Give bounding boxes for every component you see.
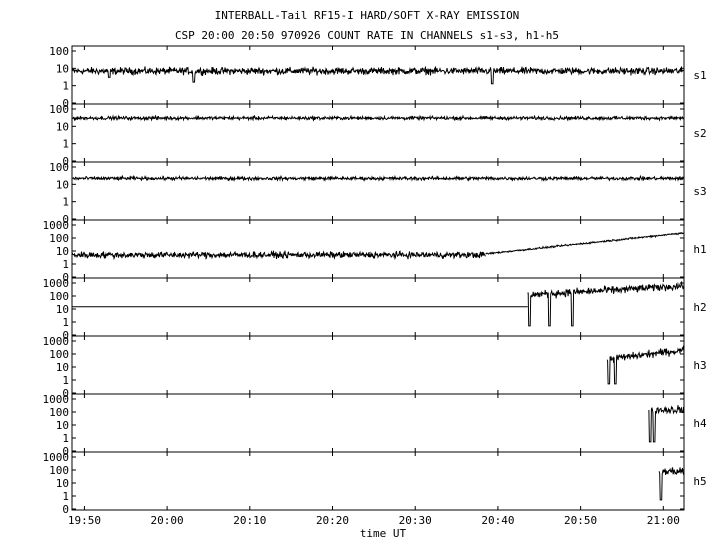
series-line-h4 [648, 405, 685, 443]
y-tick-label-h5: 1000 [43, 451, 70, 464]
channel-label-h3: h3 [693, 359, 706, 372]
y-tick-label-s2: 10 [56, 120, 69, 133]
x-tick-label: 21:00 [647, 514, 680, 527]
y-tick-label-s3: 100 [49, 161, 69, 174]
y-tick-label-h5: 10 [56, 477, 69, 490]
y-tick-label-h2: 1000 [43, 277, 70, 290]
series-line-s3 [71, 174, 685, 183]
y-tick-label-h3: 1000 [43, 335, 70, 348]
x-axis: 19:50 20:00 20:10 20:20 20:30 20:40 20:50 21:00 [68, 514, 680, 527]
y-tick-label-h3: 100 [49, 348, 69, 361]
chart-title-line-2: CSP 20:00 20:50 970926 COUNT RATE IN CHA… [175, 29, 559, 42]
y-tick-label-h4: 0 [62, 445, 69, 458]
panel-frame-s2 [71, 103, 685, 163]
x-tick-label: 20:00 [151, 514, 184, 527]
series-line-s2 [71, 114, 685, 122]
x-tick-label: 20:30 [399, 514, 432, 527]
channel-label-h4: h4 [693, 417, 707, 430]
y-tick-label-h5: 0 [62, 503, 69, 516]
y-tick-label-h1: 1000 [43, 219, 70, 232]
y-tick-label-h1: 10 [56, 245, 69, 258]
series-line-h3 [606, 345, 685, 385]
y-tick-label-h4: 1 [62, 432, 69, 445]
y-tick-label-h1: 100 [49, 232, 69, 245]
y-tick-label-h1: 1 [62, 258, 69, 271]
y-tick-label-h2: 1 [62, 316, 69, 329]
y-tick-label-h5: 100 [49, 464, 69, 477]
y-tick-label-h2: 10 [56, 303, 69, 316]
panel-frame-h1 [71, 219, 685, 279]
channel-label-h1: h1 [693, 243, 706, 256]
y-tick-label-h3: 0 [62, 387, 69, 400]
panel-frame-s3 [71, 161, 685, 221]
y-tick-label-s2: 0 [62, 155, 69, 168]
y-tick-label-h3: 10 [56, 361, 69, 374]
series-line-h2 [72, 281, 685, 327]
panels-group: 1001010s11001010s21001010s310001001010h1… [43, 45, 707, 516]
y-tick-label-s1: 0 [62, 97, 69, 110]
series-line-h1 [71, 231, 685, 261]
y-tick-label-s2: 100 [49, 103, 69, 116]
panel-frame-h3 [71, 335, 685, 395]
y-tick-label-s2: 1 [62, 138, 69, 151]
y-tick-label-h3: 1 [62, 374, 69, 387]
channel-label-s2: s2 [693, 127, 706, 140]
y-tick-label-s1: 1 [62, 80, 69, 93]
x-tick-label: 20:10 [233, 514, 266, 527]
chart-title-line-1: INTERBALL-Tail RF15-I HARD/SOFT X-RAY EM… [215, 9, 520, 22]
y-tick-label-h2: 100 [49, 290, 69, 303]
y-tick-label-h2: 0 [62, 329, 69, 342]
channel-label-s3: s3 [693, 185, 706, 198]
channel-label-h2: h2 [693, 301, 706, 314]
x-axis-label: time UT [360, 527, 407, 540]
y-tick-label-h4: 100 [49, 406, 69, 419]
series-line-h5 [658, 467, 685, 501]
y-tick-label-s3: 10 [56, 178, 69, 191]
x-tick-label: 20:50 [564, 514, 597, 527]
x-tick-label: 20:20 [316, 514, 349, 527]
series-line-s1 [71, 65, 685, 85]
x-tick-label: 20:40 [481, 514, 514, 527]
channel-label-s1: s1 [693, 69, 706, 82]
y-tick-label-s1: 100 [49, 45, 69, 58]
panel-frame-s1 [71, 45, 685, 105]
y-tick-label-s3: 1 [62, 196, 69, 209]
panel-frame-h5 [71, 451, 685, 511]
channel-label-h5: h5 [693, 475, 706, 488]
y-tick-label-s3: 0 [62, 213, 69, 226]
x-tick-label: 19:50 [68, 514, 101, 527]
y-tick-label-s1: 10 [56, 62, 69, 75]
panel-frame-h4 [71, 393, 685, 453]
y-tick-label-h4: 1000 [43, 393, 70, 406]
y-tick-label-h5: 1 [62, 490, 69, 503]
y-tick-label-h4: 10 [56, 419, 69, 432]
y-tick-label-h1: 0 [62, 271, 69, 284]
